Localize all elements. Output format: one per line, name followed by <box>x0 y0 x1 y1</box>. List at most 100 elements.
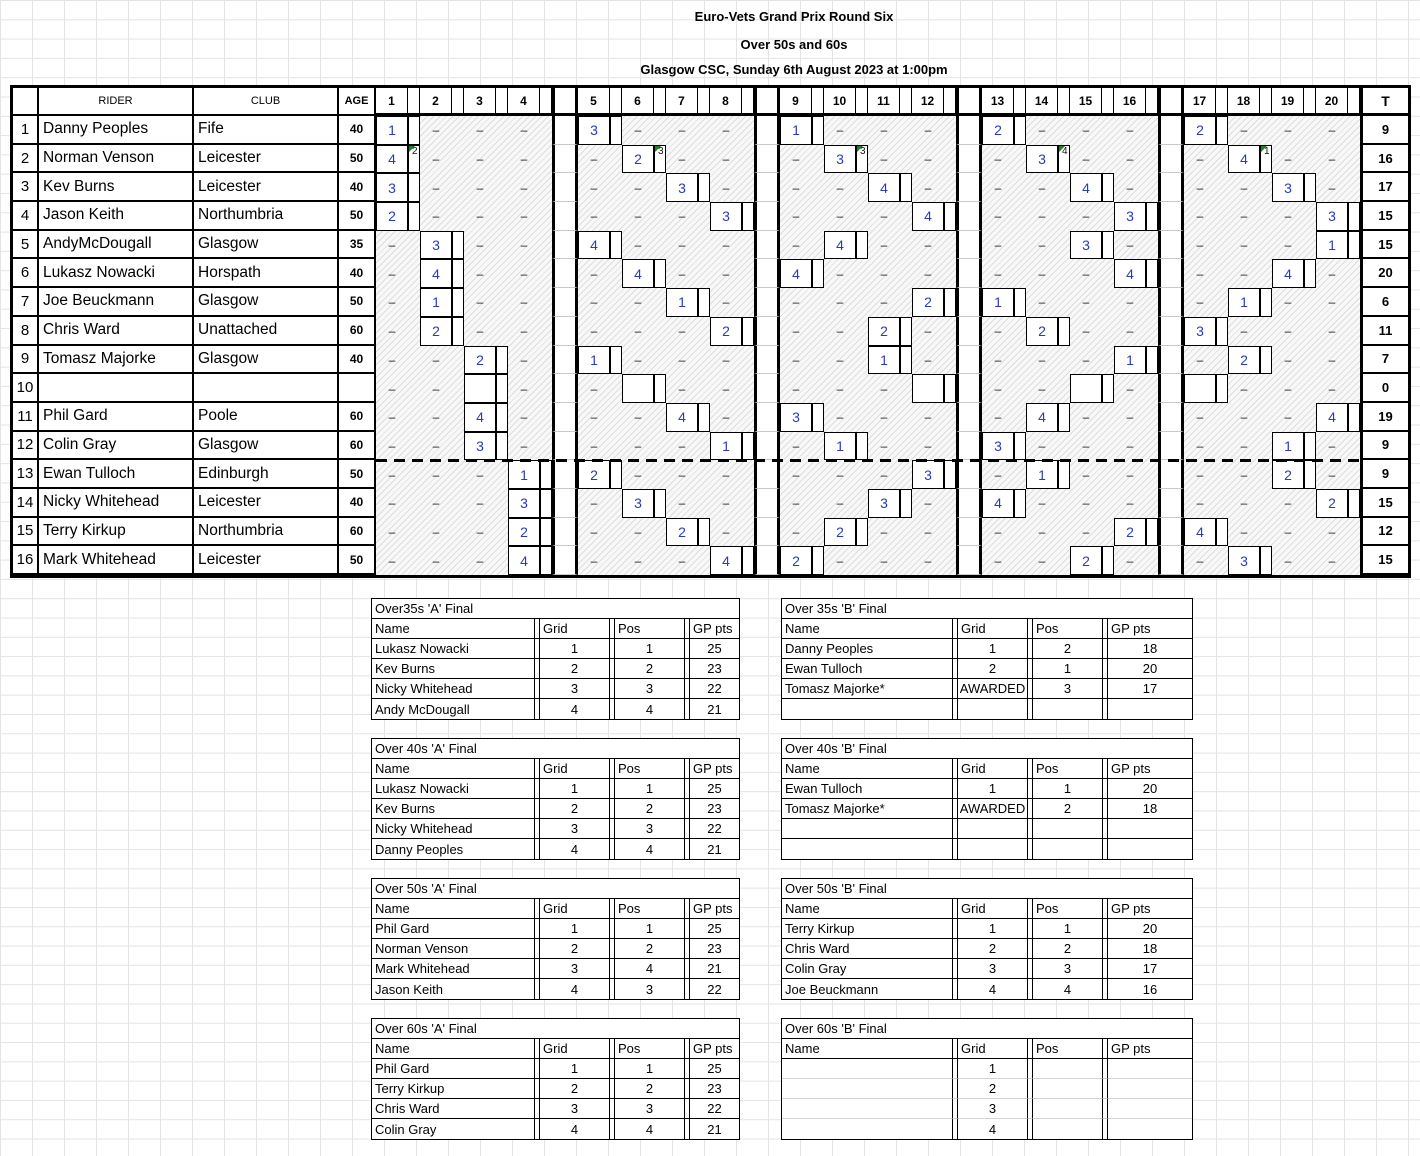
heat-idle-subcell[interactable] <box>856 202 868 231</box>
spacer-column-header[interactable] <box>754 88 780 116</box>
spacer-cell[interactable] <box>754 288 780 317</box>
final-pos-cell[interactable]: 2 <box>1033 939 1103 959</box>
heat-idle-cell[interactable]: – <box>994 467 1002 482</box>
heat-score-cell[interactable]: 1 <box>420 288 452 317</box>
heat-idle-subcell[interactable] <box>1304 116 1316 145</box>
heat-idle-cell[interactable]: – <box>1038 295 1046 310</box>
heat-idle-subcell[interactable] <box>452 546 464 575</box>
heat-note-cell[interactable] <box>1058 460 1070 489</box>
final-title[interactable]: Over 35s 'B' Final <box>782 599 1192 619</box>
heat-column-header[interactable]: 13 <box>982 88 1014 116</box>
rider-age-cell[interactable]: 60 <box>339 431 376 461</box>
heat-idle-subcell[interactable] <box>944 518 956 547</box>
heat-idle-cell[interactable]: – <box>722 180 730 195</box>
heat-idle-cell[interactable]: – <box>924 496 932 511</box>
heat-idle-cell[interactable]: – <box>1328 467 1336 482</box>
heat-note-cell[interactable] <box>1348 202 1360 231</box>
heat-idle-cell[interactable]: – <box>994 238 1002 253</box>
heat-score-cell[interactable]: 4 <box>666 402 698 432</box>
heat-idle-subcell[interactable] <box>1102 432 1114 461</box>
final-sep-cell[interactable] <box>1103 959 1108 979</box>
heat-score-cell[interactable]: 4 <box>420 259 452 289</box>
heat-idle-subcell[interactable] <box>452 145 464 174</box>
heat-idle-subcell[interactable] <box>856 259 868 288</box>
heat-idle-subcell[interactable] <box>698 145 710 174</box>
final-header-name[interactable]: Name <box>782 1039 953 1059</box>
heat-idle-cell[interactable]: – <box>388 496 396 511</box>
heat-column-header[interactable]: 6 <box>622 88 654 116</box>
final-sep-cell[interactable] <box>610 679 615 699</box>
heat-note-cell[interactable] <box>1216 374 1228 403</box>
heat-score-cell[interactable]: 3 <box>1114 202 1146 231</box>
rider-club-cell[interactable]: Leicester <box>194 488 339 518</box>
final-sep-cell[interactable] <box>610 819 615 839</box>
heat-score-cell[interactable]: 1 <box>508 460 540 489</box>
rider-age-cell[interactable]: 40 <box>339 116 376 145</box>
heat-idle-subcell[interactable] <box>452 116 464 145</box>
heat-note-cell[interactable] <box>742 316 754 346</box>
heat-idle-cell[interactable]: – <box>1328 553 1336 568</box>
final-sep-cell[interactable] <box>610 659 615 679</box>
final-header-grid[interactable]: Grid <box>540 619 610 639</box>
heat-idle-cell[interactable]: – <box>432 123 440 138</box>
spacer-cell[interactable] <box>552 116 578 145</box>
heat-note-cell[interactable] <box>408 202 420 231</box>
heat-idle-cell[interactable]: – <box>1196 180 1204 195</box>
heat-idle-cell[interactable]: – <box>520 295 528 310</box>
final-grid-cell[interactable]: 3 <box>540 1099 610 1119</box>
heat-idle-subcell[interactable] <box>496 231 508 260</box>
heat-idle-subcell[interactable] <box>1304 288 1316 317</box>
total-points-cell[interactable]: 9 <box>1360 460 1408 489</box>
heat-idle-subcell[interactable] <box>900 231 912 260</box>
heat-idle-subcell[interactable] <box>742 173 754 202</box>
heat-idle-cell[interactable]: – <box>1126 438 1134 453</box>
heat-idle-cell[interactable]: – <box>1284 553 1292 568</box>
final-pos-cell[interactable]: 3 <box>615 679 685 699</box>
final-sep-cell[interactable] <box>1028 1079 1033 1099</box>
final-grid-cell[interactable]: AWARDED <box>958 679 1028 699</box>
rider-name-cell[interactable]: Joe Beuckmann <box>39 288 194 317</box>
spacer-cell[interactable] <box>552 431 578 461</box>
final-sep-cell[interactable] <box>953 959 958 979</box>
heat-idle-cell[interactable]: – <box>590 266 598 281</box>
heat-column-header[interactable]: 9 <box>780 88 812 116</box>
heat-idle-subcell[interactable] <box>856 374 868 403</box>
final-sep-cell[interactable] <box>685 819 690 839</box>
final-name-cell[interactable]: Terry Kirkup <box>372 1079 535 1099</box>
heat-score-cell[interactable]: 4 <box>1026 402 1058 432</box>
final-header-grid[interactable]: Grid <box>540 899 610 919</box>
final-sep-cell[interactable] <box>953 919 958 939</box>
heat-idle-cell[interactable]: – <box>1196 209 1204 224</box>
heat-score-cell[interactable]: 2 <box>1272 460 1304 489</box>
heat-note-cell[interactable] <box>1348 402 1360 432</box>
heat-idle-subcell[interactable] <box>856 288 868 317</box>
rider-club-cell[interactable]: Glasgow <box>194 288 339 317</box>
final-header-gppts[interactable]: GP pts <box>1108 759 1192 779</box>
heat-idle-subcell[interactable] <box>610 145 622 174</box>
final-header-grid[interactable]: Grid <box>958 899 1028 919</box>
heat-idle-subcell[interactable] <box>496 518 508 547</box>
final-pos-cell[interactable]: 1 <box>1033 659 1103 679</box>
heat-idle-subcell[interactable] <box>1216 403 1228 432</box>
heat-idle-cell[interactable]: – <box>1082 324 1090 339</box>
final-sep-cell[interactable] <box>535 919 540 939</box>
final-grid-cell[interactable]: 1 <box>540 1059 610 1079</box>
heat-idle-subcell[interactable] <box>496 259 508 288</box>
heat-idle-subcell[interactable] <box>1260 374 1272 403</box>
rider-name-cell[interactable]: Ewan Tulloch <box>39 460 194 489</box>
heat-idle-cell[interactable]: – <box>880 467 888 482</box>
final-header-sep[interactable] <box>685 759 690 779</box>
final-grid-cell[interactable]: 4 <box>540 699 610 719</box>
heat-idle-cell[interactable]: – <box>476 553 484 568</box>
rider-name-cell[interactable]: AndyMcDougall <box>39 230 194 260</box>
heat-score-cell[interactable]: 1 <box>578 345 610 375</box>
final-header-sep[interactable] <box>1103 1039 1108 1059</box>
rider-number-cell[interactable]: 3 <box>13 173 39 203</box>
spacer-cell[interactable] <box>956 259 982 289</box>
heat-note-cell[interactable] <box>742 431 754 461</box>
final-grid-cell[interactable]: 4 <box>958 979 1028 999</box>
heat-idle-subcell[interactable] <box>1260 518 1272 547</box>
spacer-cell[interactable] <box>754 488 780 518</box>
heat-idle-subcell[interactable] <box>1260 432 1272 461</box>
heat-subcolumn-header[interactable] <box>1260 88 1272 116</box>
